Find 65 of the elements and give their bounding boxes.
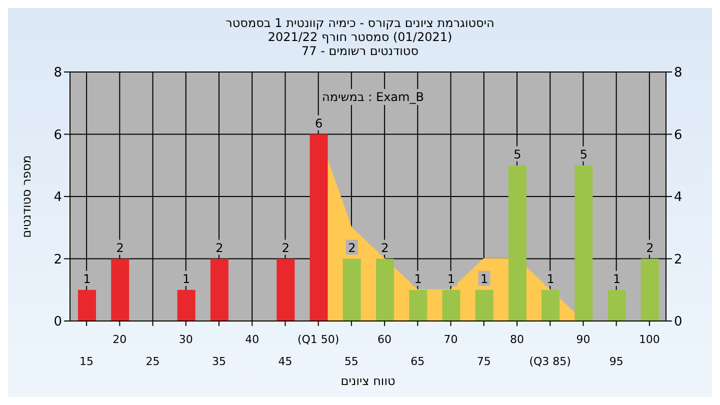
x-tick-label: 70	[444, 333, 458, 346]
bar	[78, 290, 96, 321]
bar	[574, 165, 593, 321]
data-label: 2	[381, 240, 389, 255]
y2-tick-label: 8	[674, 66, 682, 81]
data-label: 2	[116, 240, 124, 255]
x-tick-label: 20	[112, 333, 127, 346]
x-tick-label: 95	[609, 355, 624, 368]
bar	[442, 290, 460, 321]
x-tick-label: 75	[476, 355, 491, 368]
x-tick-label: 25	[146, 355, 160, 368]
x-tick-label: (Q1 50)	[297, 333, 340, 346]
bar	[177, 290, 196, 321]
data-label: 5	[580, 147, 588, 162]
y2-tick-label: 6	[674, 128, 682, 143]
bar	[376, 258, 394, 321]
data-label: 1	[182, 272, 190, 286]
bar	[276, 258, 295, 321]
bar	[310, 134, 328, 321]
data-label: 1	[546, 272, 554, 286]
bar	[608, 290, 626, 321]
data-label: 5	[514, 147, 522, 162]
bar	[111, 258, 130, 321]
x-tick-label: 40	[245, 333, 260, 346]
data-label: 1	[447, 272, 456, 286]
x-tick-label: 55	[344, 355, 358, 368]
x-axis-title: טווח ציונים	[340, 374, 396, 388]
y2-tick-label: 4	[674, 190, 682, 206]
bar	[508, 165, 526, 321]
chart-subtitle: סטודנטים רשומים - 77	[301, 44, 419, 58]
x-tick-label: 45	[278, 355, 292, 368]
y-axis-title: מספר סטודנטים	[19, 155, 34, 238]
annotation: במשימה : Exam_B	[319, 89, 427, 105]
x-tick-label: 80	[510, 333, 524, 346]
data-label: 1	[480, 272, 488, 286]
bar	[342, 258, 361, 321]
bar	[542, 290, 560, 321]
bar	[409, 290, 428, 321]
x-tick-label: 30	[178, 333, 193, 346]
x-tick-label: 65	[410, 355, 425, 368]
data-label: 2	[282, 240, 290, 255]
x-tick-label: (Q3 85)	[529, 355, 571, 368]
bar	[210, 258, 228, 321]
chart-title: היסטוגרמת ציונים בקורס - כימיה קוונטית 1 בסמסטר (01/2021) סמסטר חורף 2021/22	[225, 16, 495, 44]
y-tick-label: 8	[54, 66, 62, 81]
y2-tick-label: 2	[674, 252, 682, 268]
data-label: 1	[414, 272, 422, 286]
x-tick-label: 90	[576, 333, 590, 346]
data-label: 2	[348, 240, 356, 255]
y-tick-label: 0	[54, 314, 62, 330]
y-tick-label: 4	[54, 190, 62, 206]
x-tick-label: 60	[378, 333, 392, 346]
x-tick-label: 35	[212, 355, 226, 368]
x-tick-label: 15	[80, 355, 94, 368]
bar	[640, 258, 659, 321]
x-tick-label: 100	[638, 333, 660, 346]
data-label: 1	[612, 272, 621, 286]
y-tick-label: 6	[54, 128, 62, 143]
data-label: 2	[216, 240, 224, 255]
bar	[475, 290, 494, 321]
y-tick-label: 2	[54, 252, 62, 268]
data-label: 2	[646, 240, 654, 255]
data-label: 1	[83, 272, 91, 286]
data-label: 6	[314, 116, 323, 130]
y2-tick-label: 0	[674, 314, 682, 330]
